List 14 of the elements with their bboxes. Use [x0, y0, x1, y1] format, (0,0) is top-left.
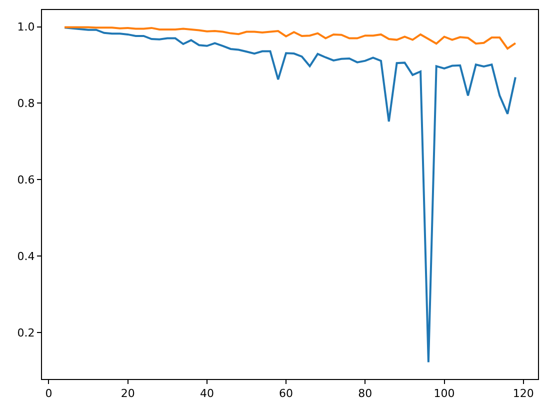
x-tick-label: 0	[45, 387, 52, 400]
y-tick-label: 1.0	[17, 20, 35, 34]
y-tick-label: 0.4	[17, 250, 35, 263]
x-tick-label: 100	[434, 387, 455, 400]
y-tick-label: 0.8	[17, 97, 35, 110]
x-tick-label: 40	[200, 387, 214, 400]
line-series	[64, 26, 516, 364]
x-tick-label: 20	[120, 387, 135, 400]
x-tick-label: 120	[512, 387, 534, 400]
x-tick-label: 80	[358, 387, 372, 400]
y-tick-label: 0.6	[17, 173, 35, 186]
x-tick-label: 60	[279, 387, 294, 400]
line-series	[64, 26, 516, 50]
y-tick-label: 0.2	[17, 326, 35, 340]
